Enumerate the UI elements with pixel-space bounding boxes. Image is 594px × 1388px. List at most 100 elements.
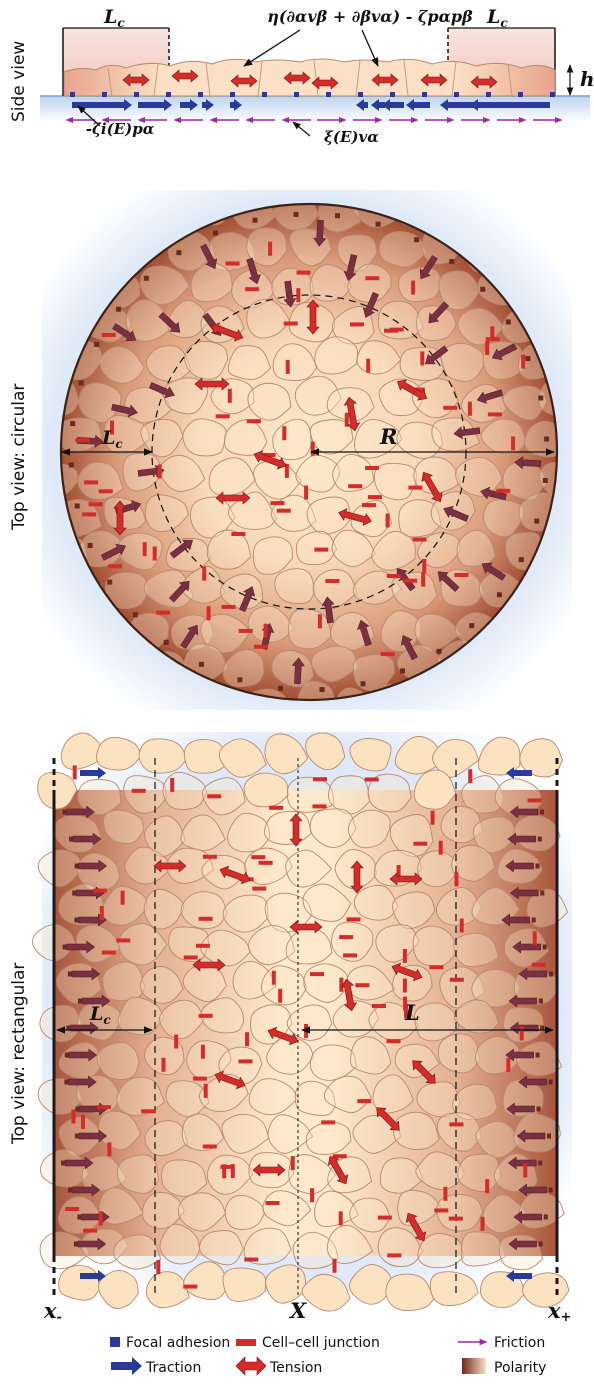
cell-junction (101, 333, 116, 337)
cell-junction (183, 955, 198, 960)
cell (222, 1267, 267, 1302)
cell-junction (523, 1163, 528, 1178)
tension-arrow (214, 1070, 246, 1090)
circular-lc-label: Lc (101, 427, 123, 451)
focal-adhesion (518, 92, 523, 97)
polarity-arrow-shape (481, 562, 506, 581)
tension-arrow (267, 1026, 299, 1046)
cell-junction (258, 860, 273, 865)
cell-junction (339, 977, 344, 992)
polarity-arrow-shape (291, 657, 305, 685)
polarity-arrow (508, 1237, 537, 1251)
tension-arrow (252, 1163, 286, 1177)
cell (326, 1224, 374, 1264)
cell-junction (198, 1013, 213, 1018)
focal-adhesion (486, 92, 491, 97)
cell (186, 1040, 232, 1079)
polarity-arrow-shape (491, 343, 518, 361)
traction-arrow-shape (470, 99, 550, 111)
cell-junction (366, 358, 371, 373)
focal-adhesion (454, 92, 459, 97)
polarity-arrow (64, 1156, 94, 1170)
polarity-arrow-shape (518, 1183, 547, 1197)
traction-swatch (111, 1357, 142, 1375)
cell (314, 336, 359, 375)
cell (40, 1149, 89, 1188)
tension-arrow (171, 69, 199, 83)
cell (125, 299, 171, 342)
polarity-arrow (505, 1048, 534, 1062)
focal-adhesion (262, 92, 267, 97)
cell (200, 613, 252, 654)
cell (266, 1035, 314, 1075)
traction-arrow (406, 99, 430, 111)
cell (247, 605, 295, 643)
cell-junction (270, 501, 285, 506)
cell-junction (443, 405, 458, 410)
polarity-arrow (518, 1183, 547, 1197)
polarity-arrow (481, 562, 506, 581)
cell-junction (238, 1059, 253, 1064)
tension-arrow-shape (253, 450, 287, 470)
cell-junction (408, 485, 423, 490)
side-cell-borders (107, 59, 513, 97)
cell (516, 1041, 563, 1077)
focal-adhesion (73, 1241, 78, 1247)
rectangular-label: Top view: rectangular (9, 963, 29, 1145)
cell (77, 779, 122, 816)
cell (227, 345, 272, 380)
cell-junction (195, 943, 210, 948)
polarity-arrow-shape (508, 1237, 537, 1251)
polarity-arrow (437, 571, 460, 592)
polarity-arrow (419, 255, 438, 280)
side-lc-left-label: Lc (103, 6, 125, 30)
cell (252, 536, 293, 575)
polarity-arrow (476, 389, 504, 404)
focal-adhesion (375, 221, 381, 227)
side-lc-right-label: Lc (486, 6, 508, 30)
cell-junction (220, 1164, 235, 1169)
cell-junction (202, 1144, 217, 1149)
tension-arrow (289, 813, 303, 847)
cell-junction (413, 841, 428, 846)
focal-adhesion (548, 1079, 553, 1085)
rectangular-tissue (54, 790, 557, 1256)
cell-junction (183, 1284, 198, 1289)
circular-tension-arrows (113, 299, 443, 536)
cell-junction (532, 931, 537, 946)
cell (103, 414, 150, 455)
cell (367, 773, 412, 813)
cell (243, 1227, 292, 1265)
focal-adhesion (547, 1133, 551, 1139)
circular-polarity-arrows (76, 219, 542, 685)
substrate (40, 96, 590, 122)
cell-junction (93, 888, 107, 893)
focal-adhesion (335, 213, 340, 219)
tension-arrow-shape (327, 1155, 349, 1185)
polarity-arrow-shape (476, 389, 504, 404)
cell (272, 343, 318, 381)
cell (394, 736, 440, 775)
polarity-arrow-shape (81, 994, 111, 1008)
tension-arrow (376, 1107, 400, 1131)
polarity-arrow-shape (501, 913, 530, 927)
polarity-arrow (149, 382, 175, 399)
polarity-arrow-shape (112, 323, 137, 342)
cell (117, 996, 165, 1036)
cell-junction (389, 327, 404, 332)
tension-arrow (412, 1060, 436, 1084)
legend-focal-adhesion: Focal adhesion (126, 1335, 230, 1351)
cell-junction (434, 1208, 449, 1213)
cell (98, 1270, 139, 1309)
cell-junction (268, 241, 273, 256)
cell-junction (402, 978, 407, 993)
focal-adhesion-swatch (110, 1337, 120, 1347)
focal-adhesion (74, 917, 79, 923)
focal-adhesion (436, 648, 442, 654)
cell (200, 929, 252, 967)
cell-junction (304, 1024, 309, 1038)
polarity-arrow-shape (200, 243, 218, 270)
cell-junction (402, 949, 407, 963)
cell-junction (310, 1188, 315, 1203)
focal-adhesion (72, 890, 77, 896)
